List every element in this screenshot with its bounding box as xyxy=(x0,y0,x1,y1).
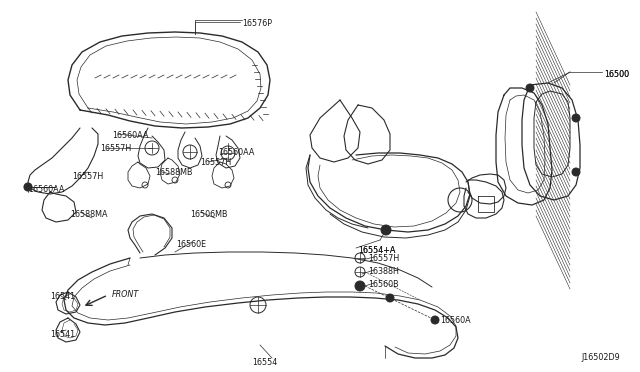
Circle shape xyxy=(572,114,580,122)
Circle shape xyxy=(431,316,439,324)
Text: 16560A: 16560A xyxy=(440,316,470,325)
Circle shape xyxy=(355,281,365,291)
Circle shape xyxy=(381,225,391,235)
Text: 16554: 16554 xyxy=(252,358,277,367)
Text: 16560AA: 16560AA xyxy=(28,185,65,194)
Text: 16500: 16500 xyxy=(604,70,629,79)
Text: 16588MB: 16588MB xyxy=(155,168,193,177)
Text: 16560E: 16560E xyxy=(176,240,206,249)
Text: 16560B: 16560B xyxy=(368,280,399,289)
Text: 16576P: 16576P xyxy=(242,19,272,28)
Circle shape xyxy=(526,84,534,92)
Text: 16541: 16541 xyxy=(50,330,75,339)
Text: 16560AA: 16560AA xyxy=(112,131,148,140)
Text: 16557H: 16557H xyxy=(368,254,399,263)
Text: 16541: 16541 xyxy=(50,292,75,301)
Text: 16388H: 16388H xyxy=(368,267,399,276)
Circle shape xyxy=(572,168,580,176)
Circle shape xyxy=(24,183,32,191)
Text: 16560AA: 16560AA xyxy=(218,148,254,157)
Text: 16500: 16500 xyxy=(604,70,629,79)
Text: FRONT: FRONT xyxy=(112,290,140,299)
Text: 16588MA: 16588MA xyxy=(70,210,108,219)
Text: 16557H: 16557H xyxy=(72,172,103,181)
Circle shape xyxy=(386,294,394,302)
Text: 16506MB: 16506MB xyxy=(190,210,227,219)
Text: 16554+A: 16554+A xyxy=(358,246,396,255)
Text: 16557H: 16557H xyxy=(200,158,231,167)
Text: J16502D9: J16502D9 xyxy=(581,353,620,362)
Text: 16554+A: 16554+A xyxy=(358,246,396,255)
Text: 16557H: 16557H xyxy=(100,144,131,153)
